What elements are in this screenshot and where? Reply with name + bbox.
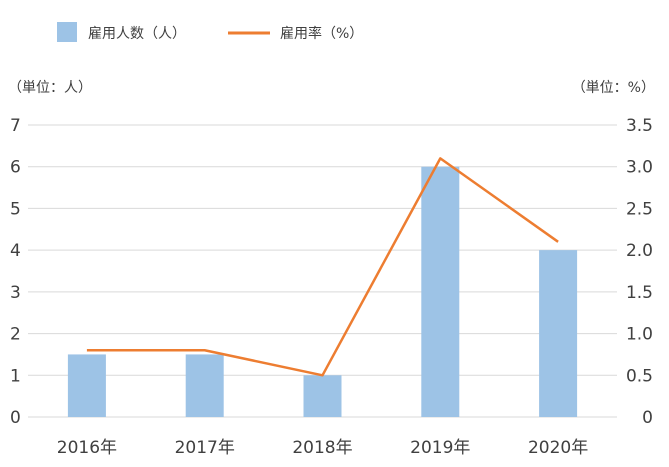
gridlines (28, 124, 617, 418)
line-series (86, 157, 559, 377)
right-axis-ticks: 0 0.5 1.0 1.5 2.0 2.5 3.0 3.5 (626, 116, 653, 428)
left-axis-tick-label: 0 (10, 408, 21, 428)
legend-bar-swatch (57, 22, 77, 42)
right-axis-tick-label: 2.5 (626, 199, 653, 219)
x-axis-tick-label: 2019年 (410, 438, 470, 458)
line-path (86, 157, 559, 377)
left-axis-tick-label: 4 (10, 241, 21, 261)
bar (303, 375, 342, 417)
left-axis-tick-label: 3 (10, 283, 21, 303)
bar-series (67, 166, 578, 417)
right-axis-tick-label: 0 (642, 408, 653, 428)
x-axis-tick-label: 2018年 (292, 438, 352, 458)
legend-line-label: 雇用率（%） (280, 25, 363, 42)
legend-bar-label: 雇用人数（人） (88, 25, 186, 42)
left-axis-tick-label: 7 (10, 116, 21, 136)
right-axis-tick-label: 2.0 (626, 241, 653, 261)
right-axis-tick-label: 1.5 (626, 283, 653, 303)
left-axis-tick-label: 5 (10, 199, 21, 219)
bar (421, 166, 460, 417)
legend: 雇用人数（人） 雇用率（%） (57, 22, 363, 42)
right-axis-tick-label: 3.0 (626, 158, 653, 178)
x-axis-tick-label: 2016年 (57, 438, 117, 458)
right-axis-tick-label: 3.5 (626, 116, 653, 136)
bar (185, 354, 224, 417)
left-axis-ticks: 0 1 2 3 4 5 6 7 (10, 116, 21, 428)
bar (67, 354, 106, 417)
right-axis-tick-label: 0.5 (626, 366, 653, 386)
left-axis-tick-label: 1 (10, 366, 21, 386)
right-axis-unit-label: （単位：%） (572, 80, 655, 96)
x-axis-tick-label: 2020年 (528, 438, 588, 458)
x-axis-tick-label: 2017年 (175, 438, 235, 458)
left-axis-tick-label: 2 (10, 325, 21, 345)
left-axis-unit-label: （単位：人） (8, 80, 92, 96)
left-axis-tick-label: 6 (10, 158, 21, 178)
bar (539, 250, 578, 417)
x-axis-ticks: 2016年 2017年 2018年 2019年 2020年 (57, 438, 588, 458)
right-axis-tick-label: 1.0 (626, 325, 653, 345)
